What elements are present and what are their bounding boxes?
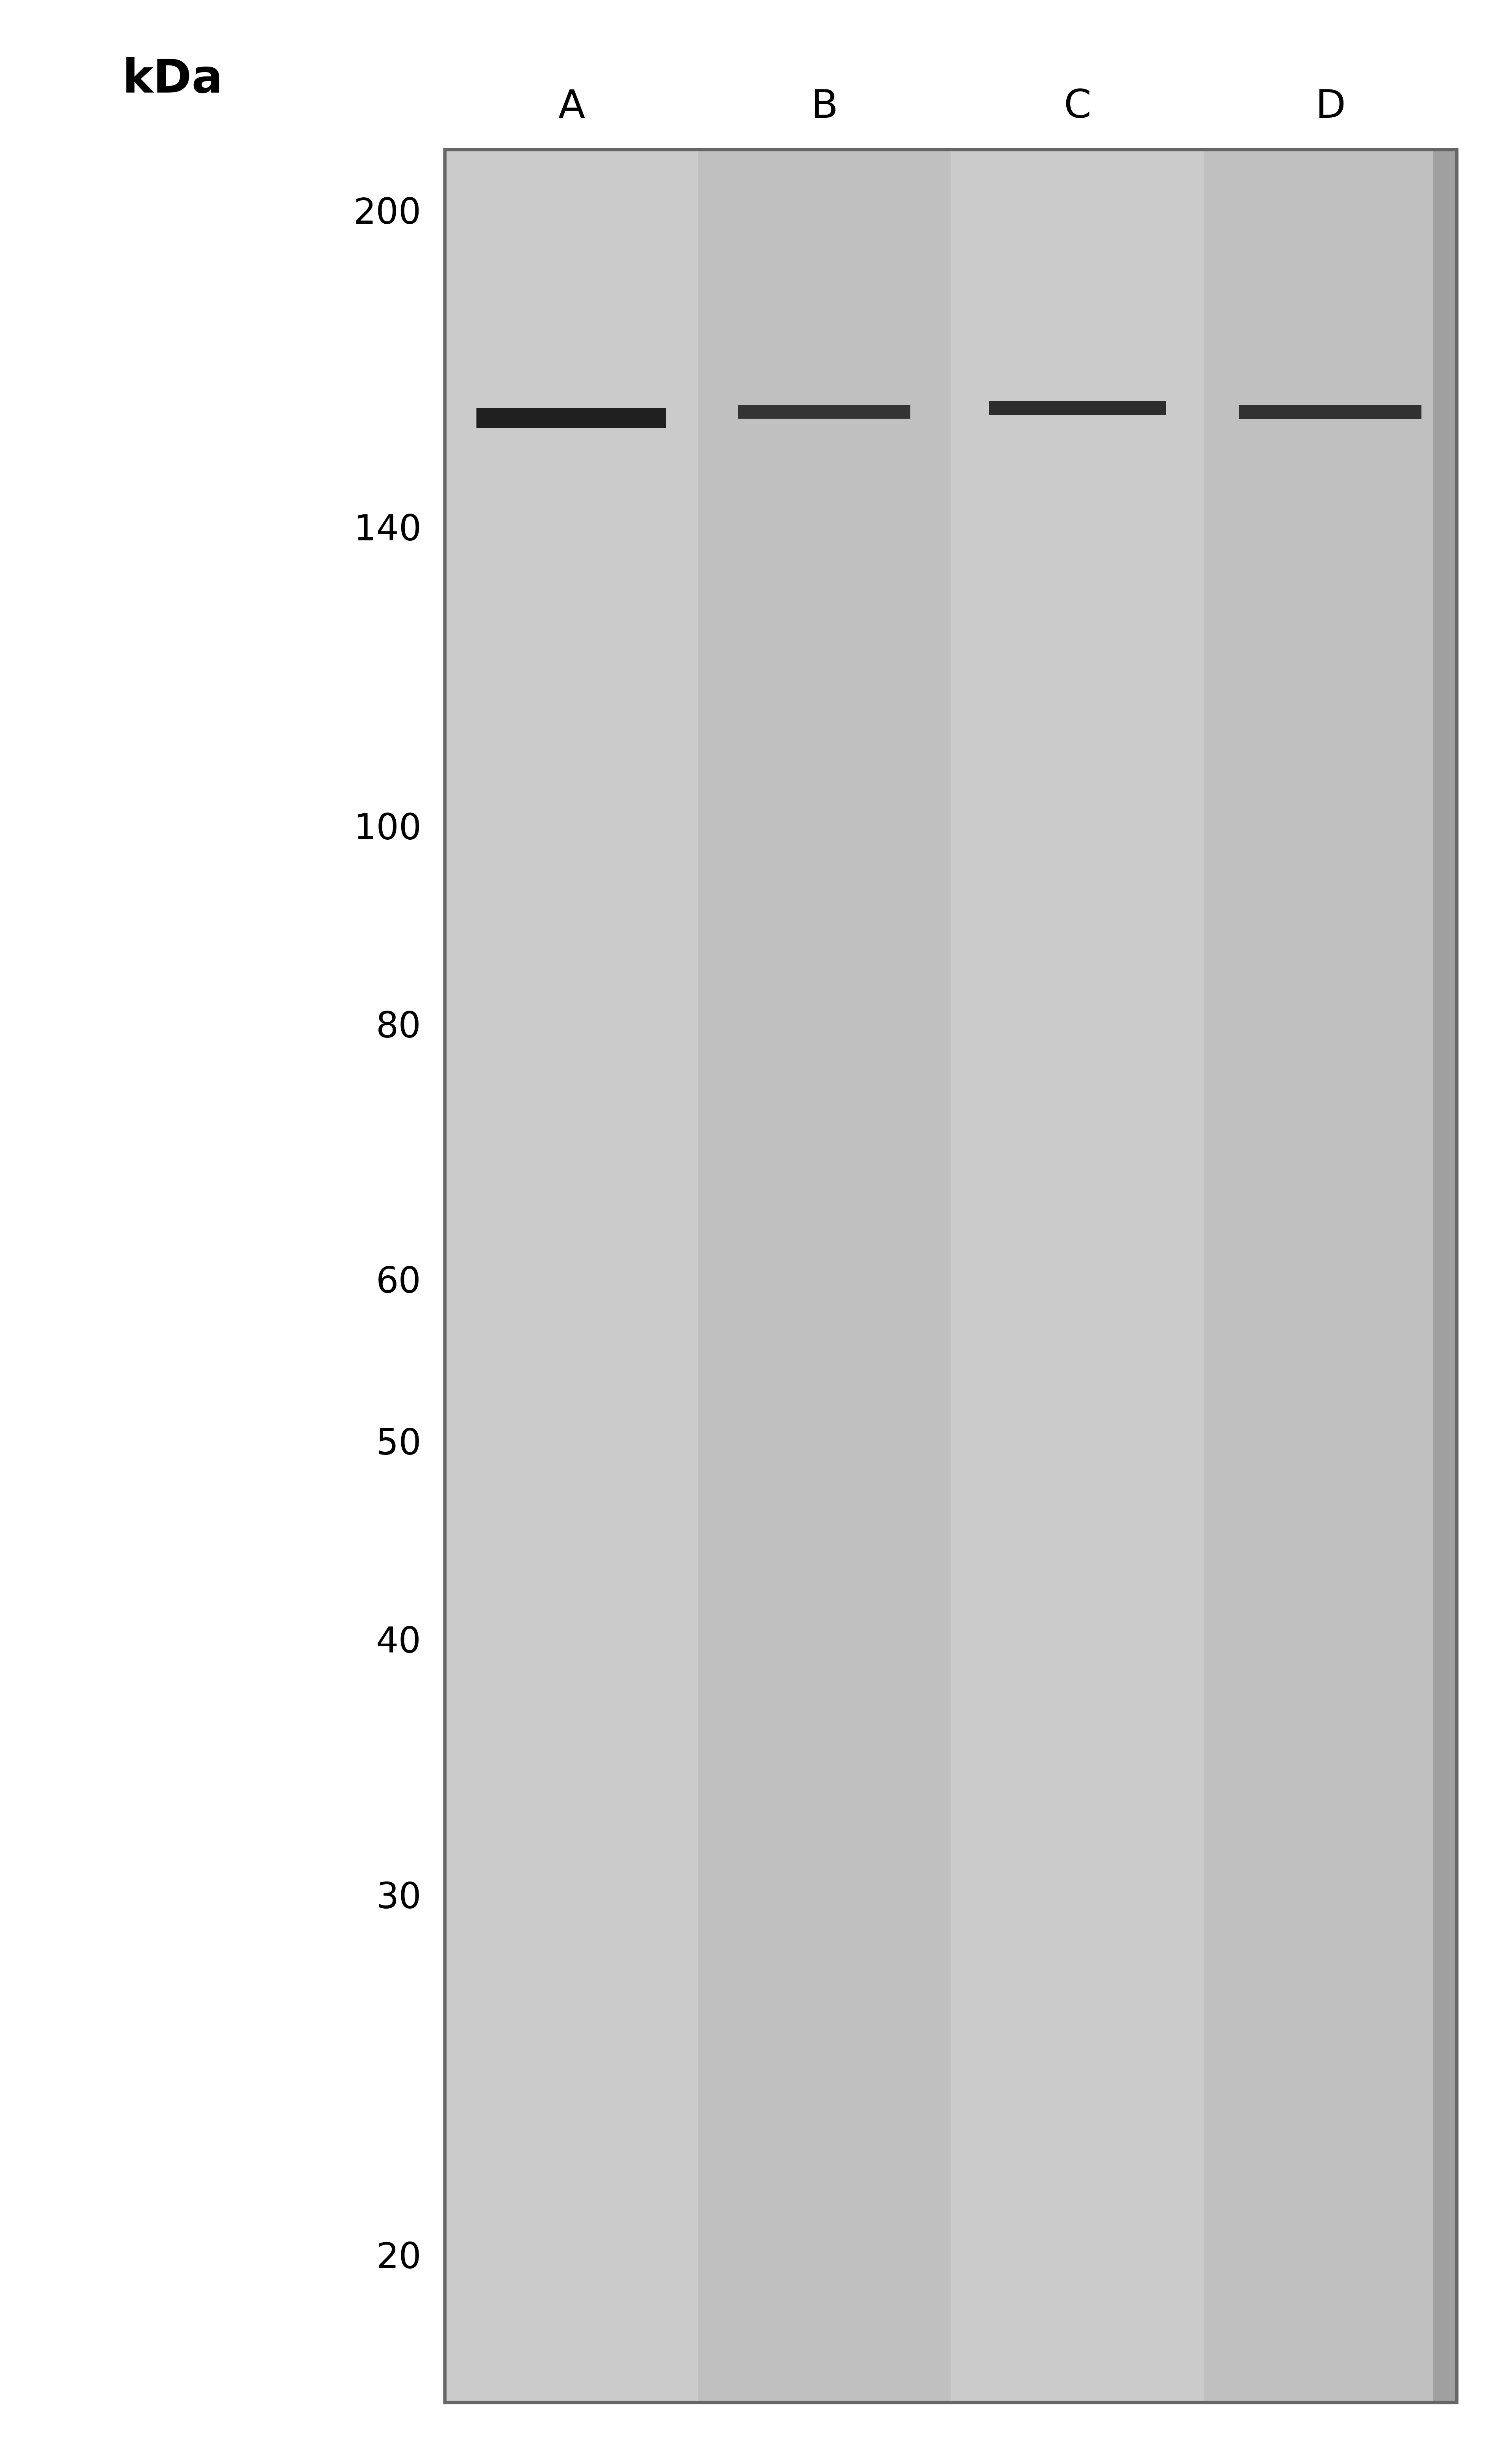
- Text: 40: 40: [376, 1625, 422, 1659]
- Text: 140: 140: [354, 512, 422, 549]
- Text: 30: 30: [376, 1881, 422, 1915]
- Text: C: C: [1063, 89, 1092, 126]
- Bar: [476, 409, 667, 428]
- Text: kDa: kDa: [122, 57, 222, 103]
- Text: 20: 20: [376, 2240, 422, 2275]
- Bar: [445, 150, 1458, 2403]
- Bar: [1240, 406, 1421, 419]
- Text: 50: 50: [376, 1428, 422, 1462]
- Bar: [1433, 150, 1458, 2403]
- Text: 200: 200: [354, 197, 422, 231]
- Text: A: A: [558, 89, 585, 126]
- Bar: [989, 401, 1166, 416]
- Bar: [951, 150, 1204, 2403]
- Bar: [445, 150, 699, 2403]
- Bar: [699, 150, 951, 2403]
- Bar: [1204, 150, 1458, 2403]
- Text: B: B: [810, 89, 838, 126]
- Text: 100: 100: [354, 812, 422, 847]
- Bar: [445, 150, 1458, 2403]
- Text: D: D: [1315, 89, 1346, 126]
- Text: 60: 60: [376, 1265, 422, 1300]
- Text: 80: 80: [376, 1009, 422, 1044]
- Bar: [738, 406, 910, 419]
